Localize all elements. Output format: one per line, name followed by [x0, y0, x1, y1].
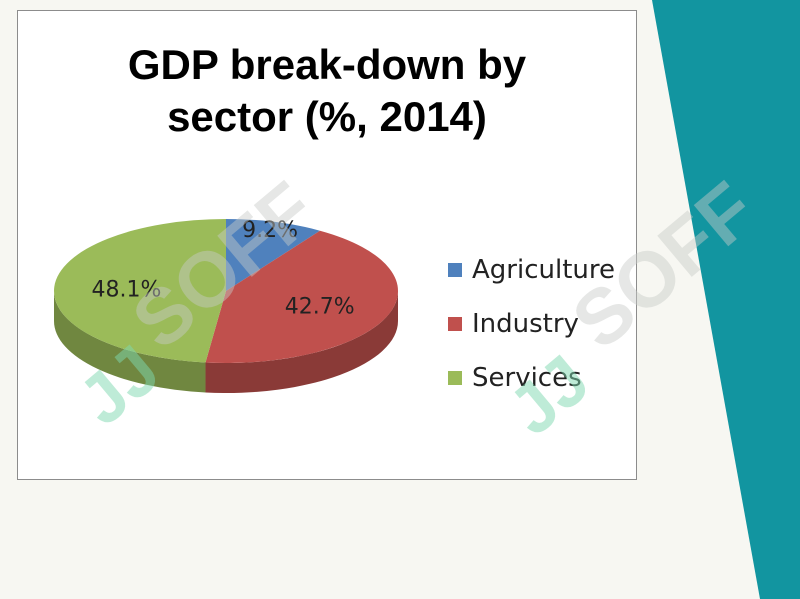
chart-title: GDP break-down by sector (%, 2014) — [18, 39, 636, 143]
legend-item-industry: Industry — [448, 297, 615, 351]
pie-side-services — [54, 291, 206, 393]
pie-slice-services — [53, 219, 226, 363]
chart-title-line-1: GDP break-down by — [127, 41, 527, 88]
legend-label-services: Services — [472, 363, 582, 393]
legend-label-agriculture: Agriculture — [472, 255, 615, 285]
data-label-industry: 42.7% — [285, 294, 355, 319]
chart-title-line-2: sector (%, 2014) — [167, 93, 487, 140]
data-label-agriculture: 9.2% — [242, 218, 298, 243]
legend-swatch-industry — [448, 317, 462, 331]
legend-swatch-agriculture — [448, 263, 462, 277]
pie-slice-agriculture — [226, 219, 320, 291]
pie-chart: 9.2% 42.7% 48.1% — [53, 218, 399, 393]
legend-item-services: Services — [448, 351, 615, 405]
legend-swatch-services — [448, 371, 462, 385]
pie-slice-industry — [205, 230, 399, 363]
chart-legend: Agriculture Industry Services — [448, 243, 615, 405]
data-label-services: 48.1% — [91, 278, 161, 303]
legend-label-industry: Industry — [472, 309, 579, 339]
legend-item-agriculture: Agriculture — [448, 243, 615, 297]
pie-side-industry — [205, 291, 398, 393]
chart-frame: GDP break-down by sector (%, 2014) 9.2% 4… — [17, 10, 637, 480]
